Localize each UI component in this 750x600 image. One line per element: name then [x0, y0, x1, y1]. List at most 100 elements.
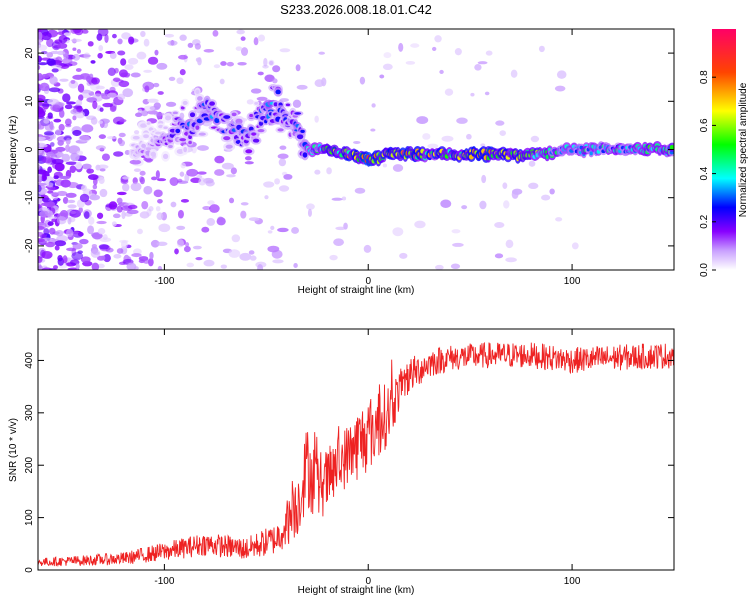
spectrogram-noise-blob: [80, 256, 91, 263]
spectrogram-noise-blob: [212, 30, 219, 37]
spectrogram-noise-blob: [427, 143, 439, 149]
spectrogram-noise-blob: [392, 227, 404, 237]
spectrogram-y-tick-label: -10: [24, 190, 35, 205]
spectrogram-noise-blob: [278, 185, 290, 192]
spectrogram-noise-blob: [38, 120, 42, 130]
spectrogram-noise-blob: [341, 196, 347, 201]
spectrogram-noise-blob: [549, 188, 555, 195]
spectrogram-noise-blob: [81, 29, 89, 34]
spectrogram-ridge-blob: [296, 134, 304, 140]
colorbar-gradient: [712, 29, 736, 270]
spectrogram-noise-blob: [106, 135, 117, 140]
spectrogram-noise-blob: [38, 221, 45, 226]
spectrogram-noise-blob: [219, 78, 225, 85]
spectrogram-ridge-blob: [162, 153, 169, 160]
spectrogram-noise-blob: [118, 132, 126, 138]
spectrogram-noise-blob: [196, 171, 207, 175]
spectrogram-noise-blob: [512, 188, 523, 195]
snr-y-tick-label: 0: [24, 567, 35, 573]
spectrogram-ridge-blob: [132, 135, 140, 140]
spectrogram-noise-blob: [139, 176, 145, 185]
spectrogram-noise-blob: [333, 238, 345, 247]
spectrogram-noise-blob: [42, 172, 47, 181]
spectrogram-noise-blob: [103, 253, 111, 263]
spectrogram-noise-blob: [63, 52, 69, 61]
spectrogram-noise-blob: [47, 112, 53, 119]
spectrogram-noise-blob: [269, 60, 274, 66]
spectrogram-noise-blob: [168, 76, 176, 82]
spectrogram-noise-blob: [139, 170, 146, 176]
spectrogram-noise-blob: [314, 79, 325, 87]
spectrogram-noise-blob: [258, 34, 266, 42]
spectrogram-noise-blob: [143, 105, 155, 112]
spectrogram-noise-blob: [53, 265, 59, 270]
spectrogram-noise-blob: [67, 204, 77, 209]
spectrogram-noise-blob: [494, 222, 505, 228]
spectrogram-noise-blob: [51, 158, 64, 165]
spectrogram-noise-blob: [60, 209, 68, 218]
spectrogram-noise-blob: [237, 62, 247, 66]
spectrogram-noise-blob: [240, 36, 246, 41]
spectrogram-noise-blob: [79, 238, 89, 245]
snr-series-line: [38, 342, 674, 568]
spectrogram-noise-blob: [41, 267, 53, 270]
spectrogram-noise-blob: [38, 182, 47, 187]
spectrogram-noise-blob: [91, 77, 100, 85]
spectrogram-noise-blob: [155, 206, 161, 212]
spectrogram-ridge-blob: [273, 102, 278, 107]
spectrogram-noise-blob: [70, 38, 82, 43]
spectrogram-noise-blob: [186, 168, 199, 177]
spectrogram-noise-blob: [143, 69, 153, 73]
spectrogram-noise-blob: [140, 110, 149, 117]
spectrogram-noise-blob: [40, 31, 52, 41]
spectrogram-noise-blob: [46, 52, 54, 58]
spectrogram-noise-blob: [97, 228, 106, 235]
spectrogram-noise-blob: [62, 196, 69, 204]
spectrogram-noise-blob: [306, 203, 315, 210]
spectrogram-noise-blob: [122, 183, 130, 192]
spectrogram-noise-blob: [156, 241, 168, 246]
spectrogram-ridge-blob: [143, 134, 149, 139]
spectrogram-noise-blob: [98, 45, 104, 52]
spectrogram-noise-blob: [262, 64, 269, 69]
spectrogram-noise-blob: [90, 60, 96, 64]
colorbar-tick-label: 0.6: [699, 118, 710, 132]
spectrogram-noise-blob: [494, 253, 504, 259]
spectrogram-noise-blob: [454, 47, 462, 56]
spectrogram-noise-blob: [40, 50, 48, 55]
spectrogram-noise-blob: [76, 150, 84, 156]
spectrogram-ridge-blob: [146, 122, 151, 125]
spectrogram-noise-blob: [176, 225, 186, 230]
spectrogram-noise-blob: [466, 133, 472, 140]
spectrogram-noise-blob: [57, 31, 66, 36]
spectrogram-noise-blob: [179, 34, 187, 41]
spectrogram-noise-blob: [240, 210, 247, 219]
spectrogram-ridge-blob: [168, 144, 173, 149]
spectrogram-noise-blob: [95, 145, 106, 151]
spectrogram-ridge-blob: [254, 101, 258, 105]
spectrogram-noise-blob: [70, 79, 76, 84]
spectrogram-noise-blob: [169, 177, 179, 186]
colorbar-tick-label: 0.2: [699, 214, 710, 228]
spectrogram-noise-blob: [177, 209, 184, 219]
spectrogram-noise-blob: [220, 264, 227, 269]
spectrogram-noise-blob: [118, 80, 130, 88]
spectrogram-noise-blob: [81, 184, 87, 191]
spectrogram-noise-blob: [139, 211, 150, 219]
spectrogram-noise-blob: [246, 99, 254, 105]
spectrogram-noise-blob: [216, 217, 226, 226]
spectrogram-noise-blob: [170, 201, 177, 208]
spectrogram-ridge-blob: [214, 117, 220, 123]
spectrogram-ridge-blob: [252, 138, 260, 143]
spectrogram-y-tick-label: 10: [24, 95, 35, 107]
snr-x-tick-label: -100: [154, 576, 174, 587]
spectrogram-noise-blob: [57, 257, 65, 266]
spectrogram-noise-blob: [510, 69, 518, 78]
spectrogram-noise-blob: [96, 212, 104, 219]
spectrogram-noise-blob: [122, 88, 134, 98]
spectrogram-noise-blob: [295, 64, 301, 72]
spectrogram-noise-blob: [201, 226, 210, 233]
spectrogram-noise-blob: [263, 57, 268, 67]
spectrogram-x-ticks: -100 0 100: [154, 29, 581, 287]
